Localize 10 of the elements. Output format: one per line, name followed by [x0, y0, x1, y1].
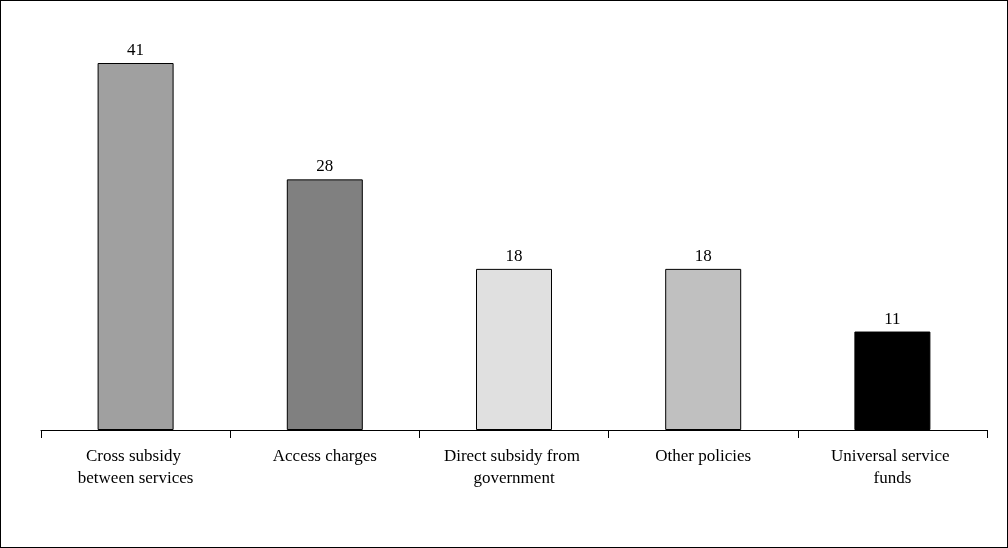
- x-tick-label: Cross subsidy between services: [77, 445, 194, 487]
- x-tick-label: Other policies: [655, 445, 752, 465]
- data-label: 41: [127, 40, 145, 59]
- data-label: 18: [694, 245, 712, 265]
- x-tick-label: Direct subsidy from government: [443, 445, 585, 487]
- data-label: 28: [316, 156, 334, 176]
- x-tick-label: Access charges: [272, 445, 377, 465]
- data-label: 11: [884, 308, 901, 328]
- data-label: 18: [505, 245, 523, 265]
- x-tick-label: Universal service funds: [831, 445, 954, 487]
